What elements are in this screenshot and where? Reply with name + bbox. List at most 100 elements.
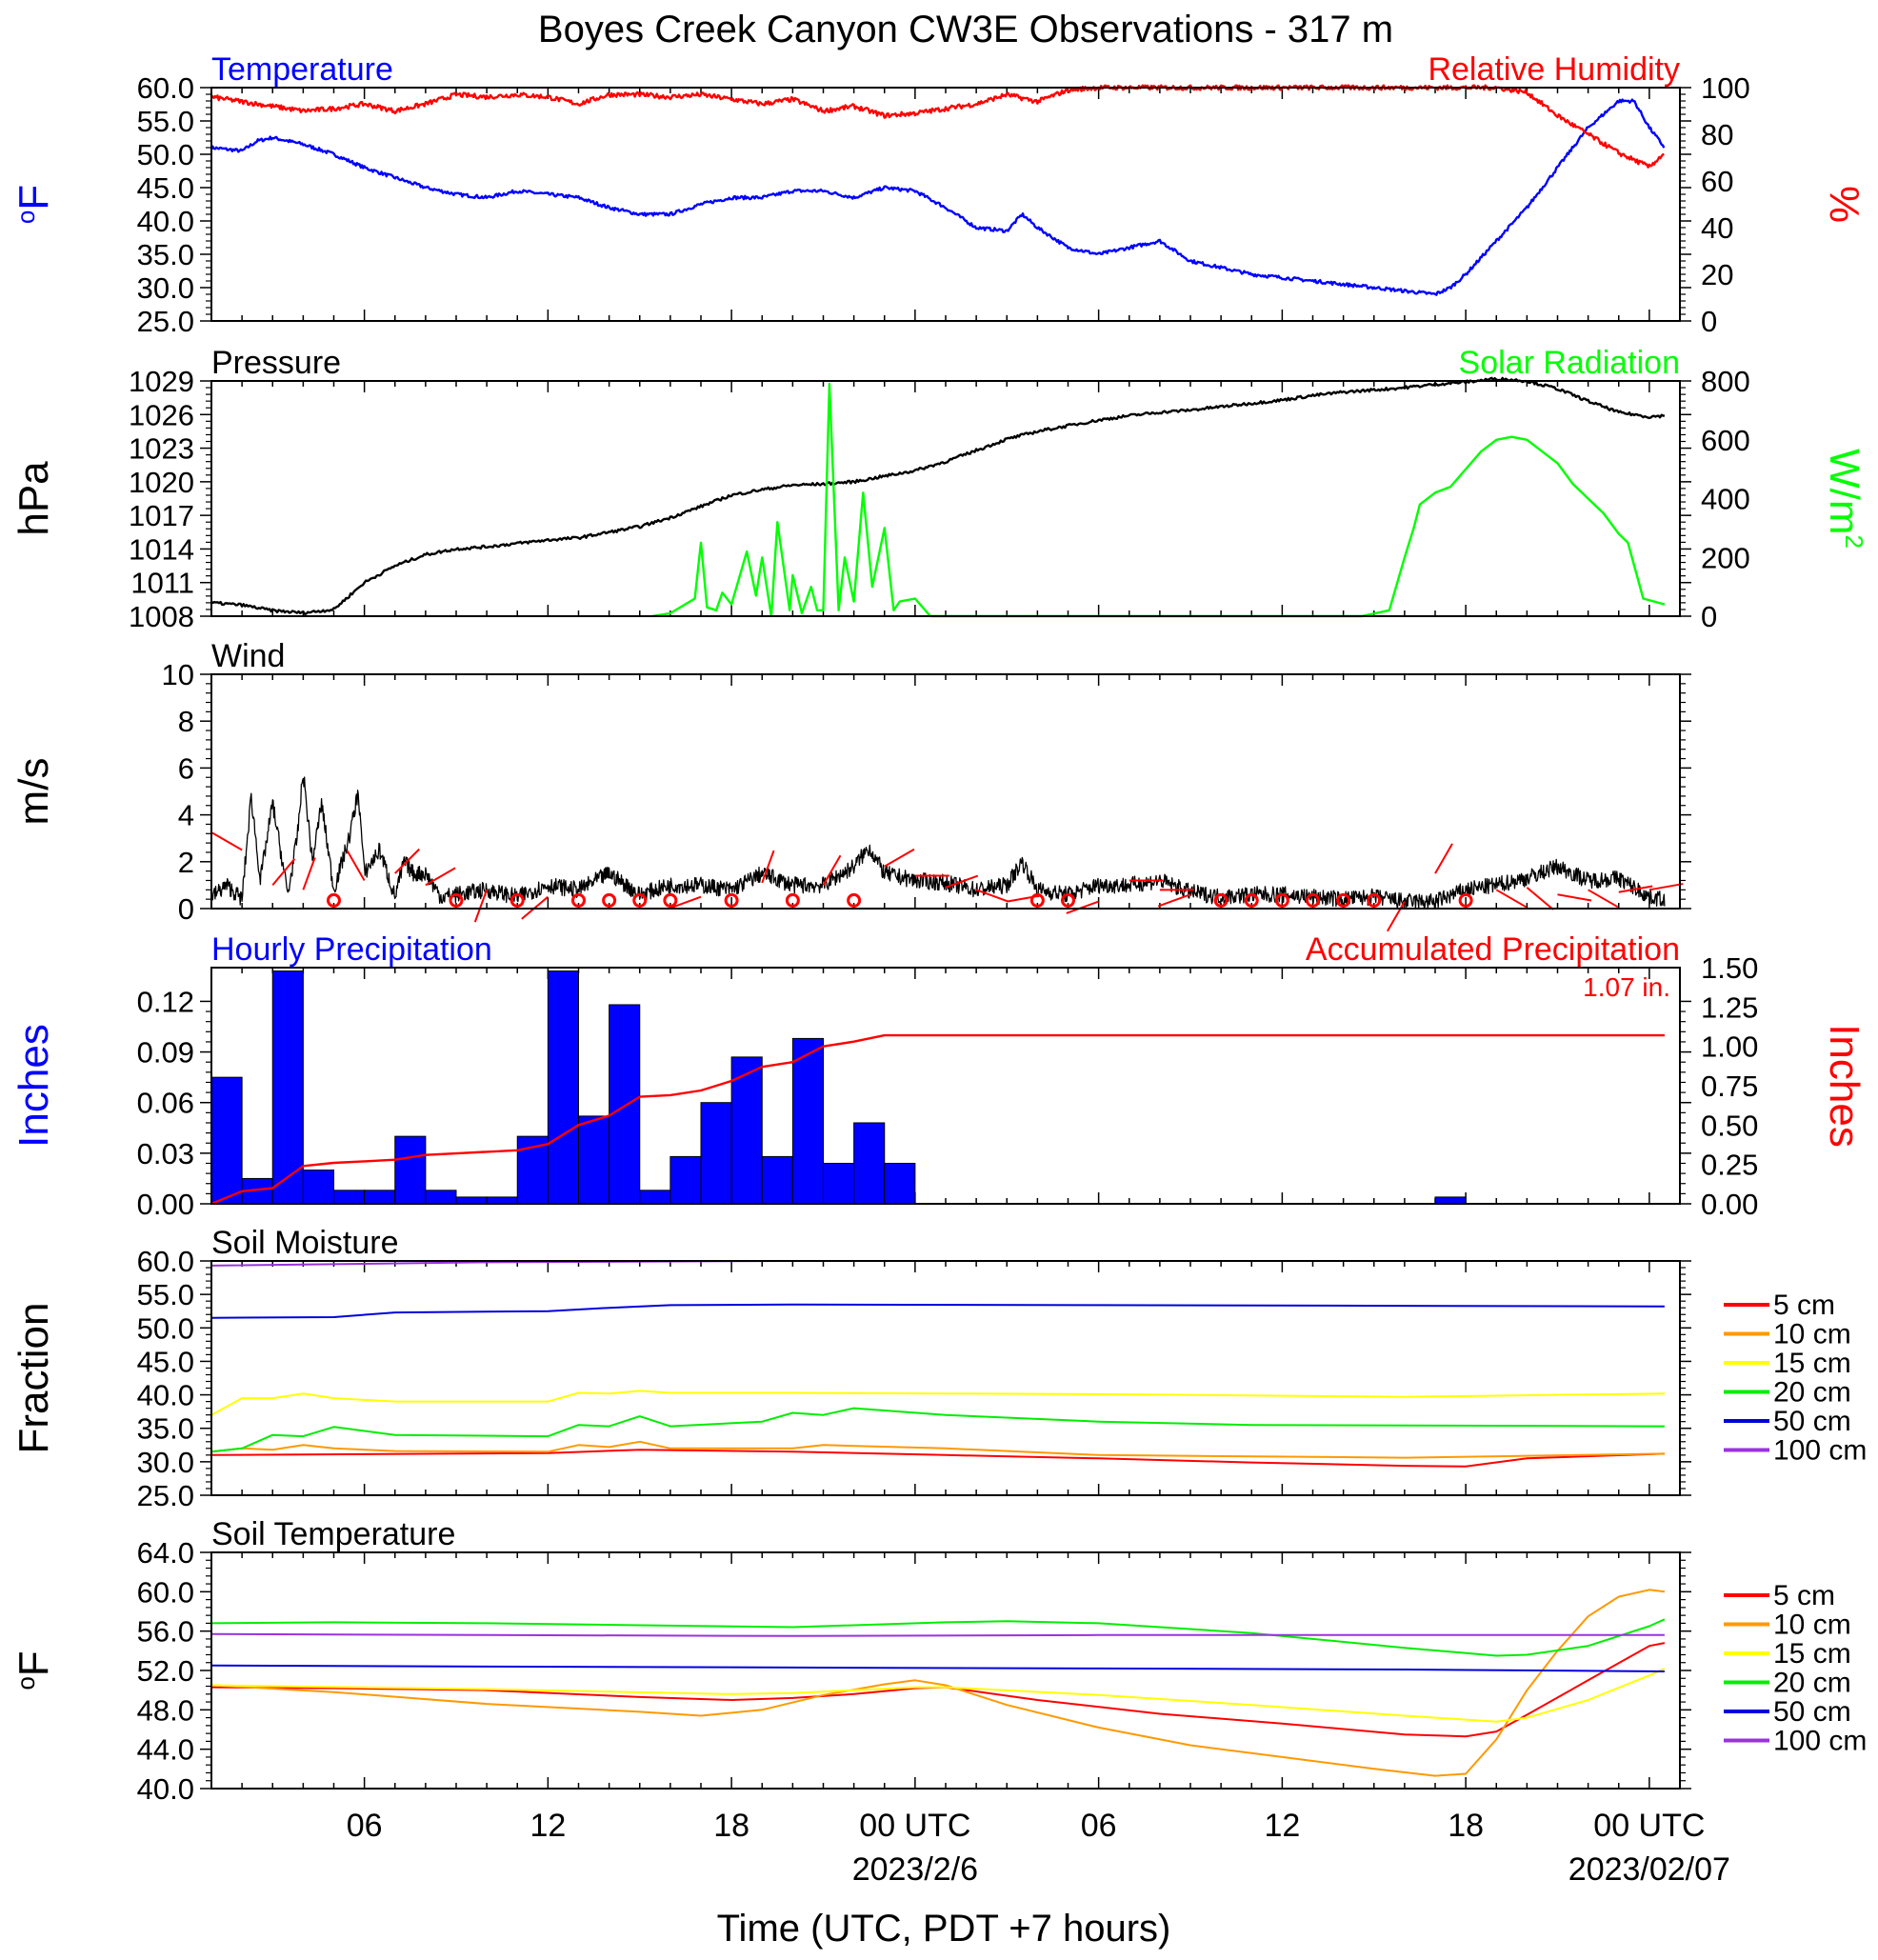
- precip-bar: [364, 1190, 396, 1205]
- y-tick-label-left: 44.0: [137, 1733, 194, 1767]
- unit-superscript: 2: [1840, 534, 1868, 548]
- unit-letter: F: [10, 185, 57, 210]
- y-axis-title-right: Inches: [1821, 1024, 1868, 1148]
- y-tick-label-right: 0.00: [1701, 1188, 1758, 1221]
- y-tick-label-left: 40.0: [137, 205, 194, 238]
- y-tick-label-left: 60.0: [137, 1245, 194, 1278]
- y-tick-label-right: 400: [1701, 483, 1750, 516]
- y-tick-label-left: 35.0: [137, 238, 194, 271]
- precip-bar: [455, 1196, 488, 1205]
- y-tick-label-left: 45.0: [137, 171, 194, 205]
- series-line: [651, 382, 1666, 618]
- series-line: [210, 776, 1666, 910]
- precip-bar: [884, 1162, 916, 1205]
- wind-barb: [761, 850, 775, 884]
- y-tick-label-right: 0: [1701, 600, 1717, 633]
- y-tick-label-right: 0: [1701, 305, 1717, 338]
- panel-title-left: Pressure: [211, 345, 341, 381]
- wind-calm-circle: [785, 892, 800, 908]
- panel-wind: 0 2 4 6 8 10 Wind m/s: [10, 638, 1691, 932]
- y-tick-label-right: 600: [1701, 424, 1750, 457]
- wind-barb: [975, 889, 1009, 903]
- panel-frame: [210, 673, 1681, 910]
- y-tick-label-left: 1011: [130, 567, 194, 600]
- y-tick-label-right: 800: [1701, 365, 1750, 398]
- precip-bar: [1434, 1196, 1467, 1205]
- y-tick-label-left: 0.12: [137, 985, 194, 1018]
- panel-soil_temperature: 40.0 44.0 48.0 52.0 56.0 60.0 64.0 Soil Tempera…: [10, 1516, 1867, 1806]
- wind-barb: [1526, 887, 1554, 910]
- y-tick-label-left: 55.0: [137, 1278, 194, 1311]
- y-axis-title-left: Inches: [10, 1024, 57, 1148]
- x-tick-label: 06: [1081, 1808, 1117, 1844]
- series-line: [210, 1407, 1665, 1453]
- x-date-label: 2023/2/6: [852, 1851, 978, 1888]
- y-tick-label-left: 4: [178, 799, 194, 832]
- panel-title-left: Wind: [211, 638, 285, 674]
- y-axis-title-left: oF: [10, 1650, 57, 1690]
- panel-title-left: Hourly Precipitation: [211, 931, 492, 968]
- y-tick-label-left: 0.06: [137, 1087, 194, 1120]
- wind-barb: [1588, 889, 1619, 909]
- wind-barb: [1495, 889, 1527, 909]
- legend-label: 15 cm: [1773, 1348, 1851, 1379]
- panel-frame: [210, 87, 1681, 322]
- wind-calm-circle: [1029, 892, 1045, 908]
- legend-label: 15 cm: [1773, 1638, 1851, 1670]
- panel-temperature_humidity: 25.030.035.040.045.050.055.060.0 0 20 40 60 8…: [10, 51, 1868, 338]
- y-tick-label-right: 0.50: [1701, 1109, 1758, 1142]
- legend-label: 10 cm: [1773, 1319, 1851, 1350]
- wind-barb: [1434, 843, 1453, 874]
- wind-calm-circle: [1274, 892, 1289, 908]
- panel-frame: [210, 967, 1681, 1205]
- series-line: [210, 1618, 1666, 1657]
- y-tick-label-right: 1.00: [1701, 1030, 1758, 1064]
- wind-calm-circle: [1061, 892, 1075, 908]
- legend-label: 5 cm: [1773, 1290, 1835, 1321]
- wind-calm-circle: [1306, 892, 1320, 908]
- y-tick-label-left: 30.0: [137, 1446, 194, 1479]
- precip-bar: [578, 1115, 610, 1205]
- precip-bar: [609, 1004, 641, 1205]
- legend-label: 20 cm: [1773, 1668, 1851, 1699]
- wind-calm-circle: [1244, 892, 1259, 908]
- x-tick-label: 06: [347, 1808, 383, 1844]
- y-tick-label-left: 25.0: [137, 1479, 194, 1512]
- wind-calm-circle: [847, 892, 862, 908]
- y-tick-label-right: 200: [1701, 541, 1750, 574]
- y-tick-label-left: 2: [178, 846, 194, 879]
- wind-barb: [1648, 883, 1684, 891]
- panels: 25.030.035.040.045.050.055.060.002040608…: [10, 51, 1868, 1806]
- series-line: [210, 1033, 1665, 1206]
- series-line: [210, 1589, 1666, 1777]
- legend-label: 20 cm: [1773, 1377, 1851, 1409]
- wind-barb: [945, 874, 979, 889]
- precip-bar: [853, 1122, 886, 1205]
- wind-calm-circle: [509, 892, 525, 908]
- y-tick-label-left: 40.0: [137, 1772, 194, 1806]
- wind-barb: [302, 857, 316, 890]
- y-axis-title-left: oF: [10, 185, 57, 224]
- y-tick-label-left: 0.00: [137, 1188, 194, 1221]
- precip-bar: [333, 1190, 366, 1205]
- wind-barb: [473, 889, 489, 923]
- y-tick-label-left: 1017: [129, 499, 194, 532]
- wind-barb: [1387, 901, 1406, 932]
- x-axis-title: Time (UTC, PDT +7 hours): [717, 1908, 1171, 1950]
- x-tick-label: 00 UTC: [859, 1808, 970, 1844]
- series-line: [210, 1390, 1665, 1416]
- wind-barb: [668, 895, 702, 910]
- series-line: [210, 98, 1666, 296]
- legend-label: 10 cm: [1773, 1610, 1851, 1641]
- y-tick-label-left: 35.0: [137, 1412, 194, 1446]
- series-line: [210, 1449, 1665, 1468]
- chart-title: Boyes Creek Canyon CW3E Observations - 3…: [538, 9, 1393, 50]
- y-tick-label-right: 20: [1701, 258, 1733, 291]
- panel-soil_moisture: 25.030.035.040.045.050.055.060.0 Soil Moi…: [10, 1225, 1867, 1512]
- wind-barb: [884, 848, 915, 868]
- series-line: [210, 1667, 1666, 1723]
- precip-bar: [210, 1076, 243, 1205]
- degree-symbol: o: [11, 1676, 40, 1690]
- wind-barb: [1618, 885, 1653, 893]
- y-tick-label-left: 0.03: [137, 1137, 194, 1170]
